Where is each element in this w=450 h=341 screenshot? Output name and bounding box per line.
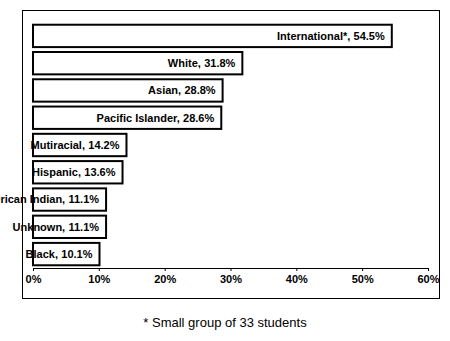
data-label: Hispanic,13.6% (32, 166, 116, 178)
annotation: * Small group of 33 students (143, 315, 307, 330)
tick-label: 50% (352, 273, 374, 285)
tick: 50% (352, 268, 374, 285)
data-label: Pacific Islander,28.6% (97, 112, 215, 124)
bar (33, 107, 221, 129)
tick-label: 0% (26, 273, 42, 285)
bar (33, 161, 123, 183)
data-label: International*, 54.5% (277, 30, 385, 42)
tick: 0% (26, 268, 42, 285)
value-label: 11.1% (68, 221, 99, 233)
category-label: Mutiracial, (31, 139, 85, 151)
value-label: 31.8% (204, 57, 235, 69)
tick-label: 60% (417, 273, 439, 285)
tick-mark (231, 268, 232, 271)
data-labels: International*,54.5%White,31.8%Asian,28.… (0, 30, 385, 260)
tick-mark (296, 268, 297, 271)
category-label: Asian, (148, 84, 181, 96)
tick-label: 20% (154, 273, 176, 285)
category-label: Hispanic, (32, 166, 81, 178)
data-label: White,31.8% (168, 57, 236, 69)
data-label: Black,10.1% (26, 248, 93, 260)
category-label: Pacific Islander, (97, 112, 180, 124)
tick: 60% (417, 268, 439, 285)
value-label: 11.1% (68, 193, 99, 205)
data-label: Mutiracial,14.2% (31, 139, 120, 151)
tick-label: 30% (220, 273, 242, 285)
bar (33, 79, 223, 101)
chart: International*,54.5%White,31.8%Asian,28.… (0, 0, 450, 341)
tick: 10% (88, 268, 110, 285)
bar (33, 25, 392, 47)
tick-mark (33, 268, 34, 271)
value-label: 13.6% (84, 166, 115, 178)
data-label: Unknown,11.1% (13, 221, 100, 233)
value-label: 28.6% (183, 112, 214, 124)
x-axis: 0% 10% 20% 30% 40% 50% 60% (26, 268, 440, 285)
category-label: American Indian, (0, 193, 65, 205)
category-label: Black, (26, 248, 58, 260)
value-label: 54.5% (354, 30, 385, 42)
category-label: White, (168, 57, 201, 69)
category-label: International*, (277, 30, 350, 42)
bars (33, 25, 392, 266)
tick-label: 40% (286, 273, 308, 285)
tick: 30% (220, 268, 242, 285)
value-label: 14.2% (88, 139, 119, 151)
tick: 20% (154, 268, 176, 285)
data-label: Asian,28.8% (148, 84, 216, 96)
value-label: 28.8% (184, 84, 215, 96)
frame (23, 11, 440, 299)
category-label: Unknown, (13, 221, 66, 233)
data-label: American Indian,11.1% (0, 193, 99, 205)
value-label: 10.1% (61, 248, 92, 260)
tick-mark (99, 268, 100, 271)
tick-mark (362, 268, 363, 271)
tick: 40% (286, 268, 308, 285)
tick-mark (165, 268, 166, 271)
tick-mark (428, 268, 429, 271)
tick-label: 10% (88, 273, 110, 285)
bar (33, 52, 242, 74)
